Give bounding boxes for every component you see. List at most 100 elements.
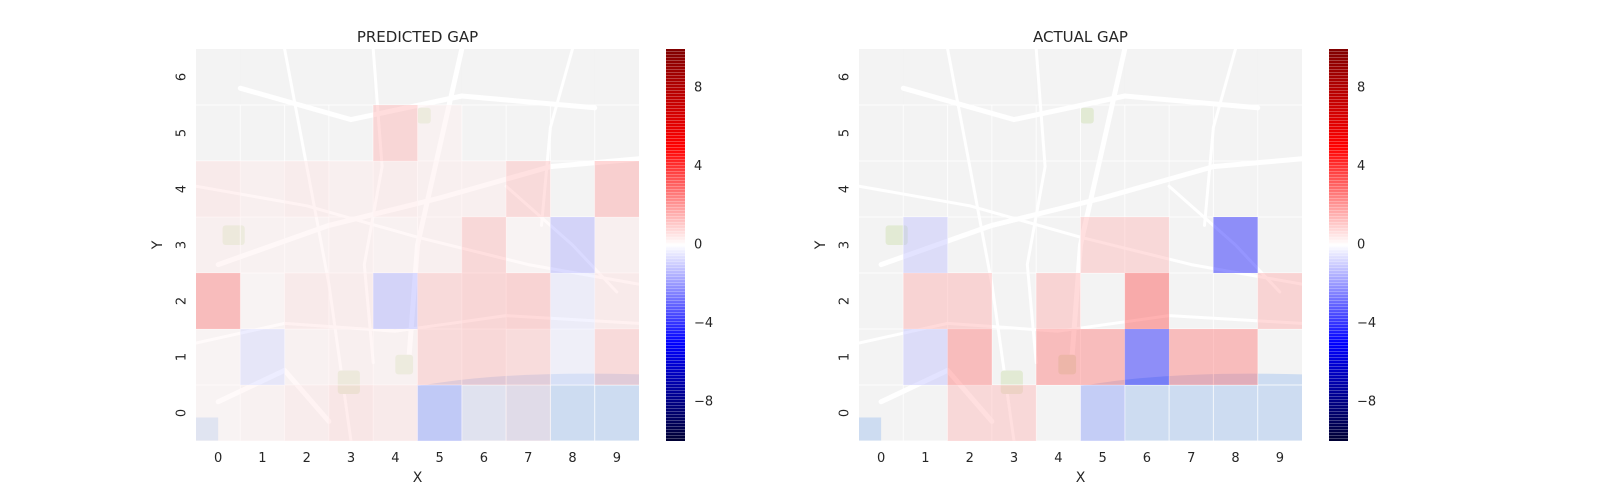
heatmap-cell bbox=[1213, 273, 1258, 329]
y-tick-label: 0 bbox=[838, 409, 853, 417]
colorbar-tick-label: 0 bbox=[694, 238, 702, 253]
x-tick-label: 3 bbox=[1010, 451, 1018, 466]
heatmap-cell bbox=[373, 385, 418, 441]
heatmap-cell bbox=[1169, 49, 1214, 105]
heatmap-cell bbox=[328, 385, 374, 441]
heatmap-cell bbox=[594, 385, 639, 441]
colorbar-tick-label: −8 bbox=[694, 394, 713, 409]
heatmap-panel-0 bbox=[196, 49, 639, 441]
heatmap-cell bbox=[550, 161, 595, 217]
heatmap-cell bbox=[991, 105, 1037, 161]
colorbar: 8 4 0 −4 −8 bbox=[666, 49, 713, 441]
map-park bbox=[417, 107, 431, 124]
heatmap-cell bbox=[1036, 105, 1081, 161]
x-tick-label: 9 bbox=[613, 451, 621, 466]
heatmap-cell bbox=[859, 385, 904, 441]
heatmap-cell bbox=[240, 217, 285, 273]
heatmap-cell bbox=[859, 161, 904, 217]
heatmap-cell bbox=[417, 105, 462, 161]
heatmap-cell bbox=[461, 329, 507, 385]
heatmap-cell bbox=[373, 49, 418, 105]
y-tick-label: 5 bbox=[838, 129, 853, 137]
heatmap-grid bbox=[859, 104, 1302, 441]
heatmap-cell bbox=[947, 105, 992, 161]
heatmap-cell bbox=[550, 49, 595, 105]
heatmap-cell bbox=[506, 273, 551, 329]
heatmap-cell bbox=[328, 273, 374, 329]
heatmap-cell bbox=[240, 385, 285, 441]
map-park bbox=[222, 225, 245, 245]
heatmap-cell bbox=[947, 217, 992, 273]
heatmap-cell bbox=[903, 273, 948, 329]
heatmap-cell bbox=[1169, 161, 1214, 217]
x-axis-label: X bbox=[1076, 470, 1086, 486]
heatmap-cell bbox=[506, 161, 551, 217]
heatmap-cell bbox=[1080, 329, 1125, 385]
heatmap-cell bbox=[594, 217, 639, 273]
y-tick-label: 4 bbox=[175, 185, 190, 193]
heatmap-cell bbox=[284, 49, 329, 105]
chart-title: ACTUAL GAP bbox=[1033, 28, 1128, 46]
colorbar-tick-label: 8 bbox=[1357, 81, 1365, 96]
chart-title: PREDICTED GAP bbox=[357, 28, 478, 46]
heatmap-cell bbox=[594, 105, 639, 161]
heatmap-cell bbox=[240, 161, 285, 217]
heatmap-cell bbox=[328, 329, 374, 385]
heatmap-cell bbox=[1213, 105, 1258, 161]
heatmap-cell bbox=[1213, 49, 1258, 105]
heatmap-cell bbox=[461, 217, 507, 273]
heatmap-cell bbox=[284, 161, 329, 217]
x-tick-label: 5 bbox=[1099, 451, 1107, 466]
heatmap-cell bbox=[240, 329, 285, 385]
heatmap-cell bbox=[1036, 385, 1081, 441]
heatmap-cell bbox=[1124, 105, 1170, 161]
heatmap-cell bbox=[461, 49, 507, 105]
heatmap-cell bbox=[859, 217, 904, 273]
heatmap-cell bbox=[947, 273, 992, 329]
y-axis-label: Y bbox=[813, 240, 829, 250]
heatmap-cell bbox=[1257, 49, 1302, 105]
heatmap-cells bbox=[196, 49, 639, 441]
x-tick-label: 8 bbox=[568, 451, 576, 466]
x-tick-label: 4 bbox=[1054, 451, 1062, 466]
x-tick-label: 6 bbox=[480, 451, 488, 466]
heatmap-cell bbox=[1169, 217, 1214, 273]
heatmap-cell bbox=[550, 273, 595, 329]
heatmap-cell bbox=[328, 161, 374, 217]
colorbar-tick-label: 4 bbox=[694, 159, 702, 174]
y-tick-label: 5 bbox=[175, 129, 190, 137]
y-axis-label: Y bbox=[150, 240, 166, 250]
heatmap-cell bbox=[417, 273, 462, 329]
heatmap-cell bbox=[947, 385, 992, 441]
heatmap-cell bbox=[196, 217, 241, 273]
x-tick-label: 9 bbox=[1276, 451, 1284, 466]
y-tick-label: 3 bbox=[175, 241, 190, 249]
heatmap-cell bbox=[417, 161, 462, 217]
x-tick-label: 6 bbox=[1143, 451, 1151, 466]
heatmap-cell bbox=[196, 161, 241, 217]
x-tick-label: 5 bbox=[436, 451, 444, 466]
x-tick-label: 1 bbox=[258, 451, 266, 466]
heatmap-cell bbox=[594, 273, 639, 329]
heatmap-cell bbox=[1213, 217, 1258, 273]
x-tick-label: 0 bbox=[214, 451, 222, 466]
heatmap-cell bbox=[284, 385, 329, 441]
heatmap-cell bbox=[461, 105, 507, 161]
heatmap-cell bbox=[1080, 385, 1125, 441]
heatmap-cell bbox=[196, 329, 241, 385]
map-park bbox=[337, 370, 360, 394]
y-tick-label: 3 bbox=[838, 241, 853, 249]
heatmap-cell bbox=[240, 105, 285, 161]
heatmap-cell bbox=[1036, 161, 1081, 217]
heatmap-cell bbox=[284, 217, 329, 273]
heatmap-cell bbox=[947, 329, 992, 385]
map-river bbox=[1080, 373, 1302, 441]
colorbar-tick-label: 4 bbox=[1357, 159, 1365, 174]
heatmap-cell bbox=[417, 217, 462, 273]
heatmap-cell bbox=[859, 105, 904, 161]
colorbar-texture bbox=[666, 49, 685, 441]
heatmap-cell bbox=[506, 49, 551, 105]
map-road bbox=[946, 49, 1016, 441]
y-tick-label: 4 bbox=[838, 185, 853, 193]
